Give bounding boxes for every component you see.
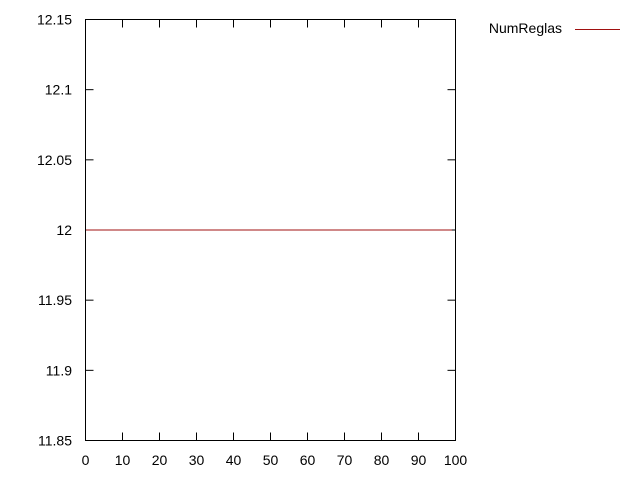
y-tick-label: 12 — [56, 222, 72, 238]
x-tick-label: 70 — [337, 452, 353, 468]
x-tick-label: 30 — [189, 452, 205, 468]
y-tick-label: 12.05 — [37, 152, 72, 168]
x-tick-label: 80 — [374, 452, 390, 468]
x-tick-label: 60 — [300, 452, 316, 468]
y-tick-label: 11.85 — [38, 433, 72, 449]
x-tick-label: 40 — [226, 452, 242, 468]
legend: NumReglas — [489, 20, 620, 36]
x-tick-label: 90 — [411, 452, 427, 468]
x-tick-label: 100 — [444, 452, 468, 468]
y-tick-label: 12.15 — [37, 12, 72, 28]
y-tick-label: 11.9 — [46, 362, 72, 378]
legend-label-numreglas: NumReglas — [489, 20, 562, 36]
y-tick-label: 11.95 — [38, 292, 72, 308]
x-tick-label: 20 — [152, 452, 168, 468]
x-tick-label: 50 — [263, 452, 279, 468]
x-tick-label: 10 — [115, 452, 131, 468]
x-tick-label: 0 — [82, 452, 90, 468]
plot-frame — [85, 19, 456, 441]
y-tick-label: 12.1 — [45, 82, 72, 98]
axis-tick-labels: 0 10 20 30 40 50 60 70 80 90 100 11.85 11.9 11.95 12 12… — [37, 12, 467, 469]
